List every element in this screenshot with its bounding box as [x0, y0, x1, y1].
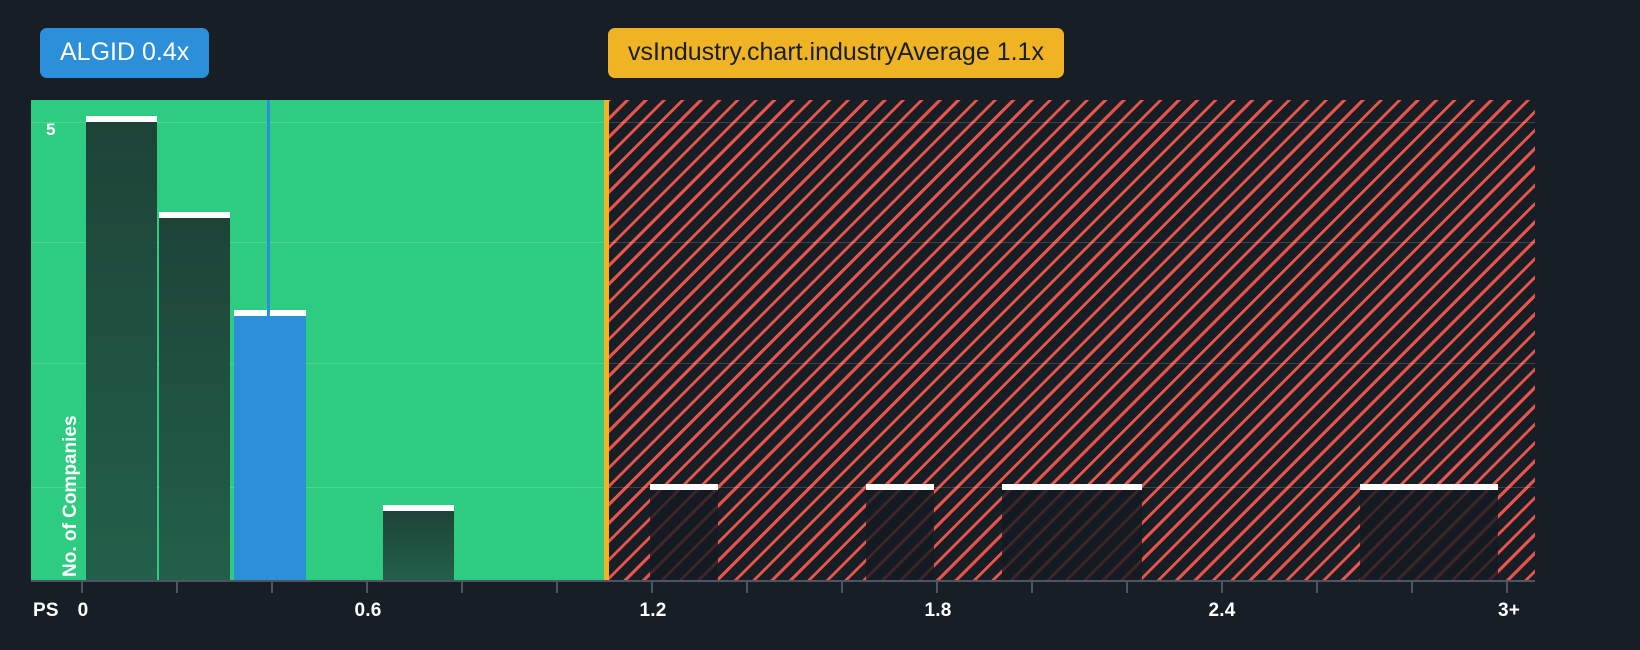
bar-bin-7[interactable]	[1072, 484, 1142, 580]
y-axis-title: No. of Companies	[60, 415, 81, 577]
bar-cap	[650, 484, 718, 490]
x-tick-a	[176, 582, 178, 593]
bar-bin-9[interactable]	[1428, 484, 1498, 580]
gridline-3	[31, 363, 1535, 364]
x-tick-0	[81, 582, 83, 593]
industry-average-tooltip[interactable]: vsIndustry.chart.industryAverage 1.1x	[608, 28, 1064, 78]
bar-cap	[234, 310, 306, 316]
y-tick-label-5: 5	[46, 120, 56, 139]
x-tick-d	[556, 582, 558, 593]
plot-area	[31, 100, 1535, 580]
gridline-2	[31, 487, 1535, 488]
bar-cap	[86, 116, 157, 122]
x-tick-f	[841, 582, 843, 593]
x-tick-5	[1506, 582, 1508, 593]
bar-cap	[1428, 484, 1498, 490]
bar-cap	[159, 212, 230, 218]
gridline-5	[31, 122, 1535, 123]
x-tick-label-18: 1.8	[924, 600, 952, 621]
x-tick-label-12: 1.2	[639, 600, 667, 621]
bar-bin-8[interactable]	[1360, 484, 1428, 580]
x-tick-4	[1221, 582, 1223, 593]
bar-bin-1[interactable]	[159, 212, 230, 580]
x-tick-c	[461, 582, 463, 593]
bar-cap	[383, 505, 454, 511]
bar-cap	[1072, 484, 1142, 490]
bar-cap	[1360, 484, 1428, 490]
x-axis-metric-label: PS	[33, 600, 59, 621]
x-tick-e	[746, 582, 748, 593]
x-tick-i	[1316, 582, 1318, 593]
industry-average-marker-line	[604, 100, 609, 580]
x-tick-label-3plus: 3+	[1497, 600, 1521, 621]
x-axis-line	[31, 580, 1535, 582]
gridline-4	[31, 242, 1535, 243]
x-tick-2	[651, 582, 653, 593]
x-tick-1	[366, 582, 368, 593]
bar-bin-4[interactable]	[650, 484, 718, 580]
x-tick-g	[1031, 582, 1033, 593]
bar-bin-2-highlighted[interactable]	[234, 310, 306, 580]
x-tick-b	[271, 582, 273, 593]
bar-bin-6[interactable]	[1002, 484, 1072, 580]
x-tick-j	[1411, 582, 1413, 593]
x-tick-h	[1126, 582, 1128, 593]
bar-cap	[1002, 484, 1072, 490]
x-tick-label-06: 0.6	[354, 600, 382, 621]
bar-cap	[866, 484, 934, 490]
x-tick-label-24: 2.4	[1208, 600, 1236, 621]
x-tick-3	[936, 582, 938, 593]
company-value-tooltip[interactable]: ALGID 0.4x	[40, 28, 210, 78]
bar-bin-5[interactable]	[866, 484, 934, 580]
bar-bin-3[interactable]	[383, 505, 454, 580]
company-marker-line	[267, 100, 270, 316]
bar-bin-0[interactable]	[86, 116, 157, 580]
x-tick-label-0: 0	[77, 600, 89, 621]
